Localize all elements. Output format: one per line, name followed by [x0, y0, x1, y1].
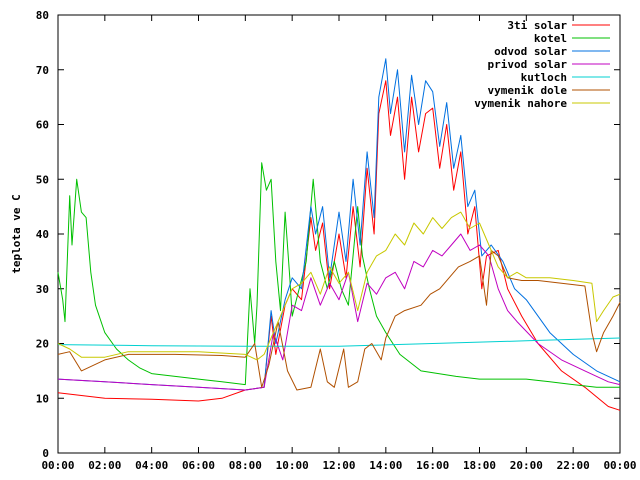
x-tick-label: 02:00 [88, 459, 121, 472]
y-tick-label: 10 [36, 392, 49, 405]
y-tick-label: 70 [36, 64, 49, 77]
y-tick-label: 50 [36, 173, 49, 186]
y-tick-label: 30 [36, 283, 49, 296]
y-tick-label: 40 [36, 228, 49, 241]
x-tick-label: 14:00 [369, 459, 402, 472]
y-tick-label: 80 [36, 9, 49, 22]
y-tick-label: 20 [36, 338, 49, 351]
series-line-odvod-solar [57, 58, 621, 391]
legend-label: privod solar [488, 58, 568, 71]
legend-label: vymenik nahore [474, 97, 567, 110]
x-tick-label: 10:00 [276, 459, 309, 472]
legend-label: kotel [534, 32, 567, 45]
y-tick-label: 0 [42, 447, 49, 460]
legend-label: 3ti solar [507, 19, 567, 32]
legend-label: kutloch [521, 71, 567, 84]
series-line-3ti-solar [57, 80, 621, 411]
series-line-vymenik-nahore [57, 211, 621, 361]
x-tick-label: 00:00 [603, 459, 636, 472]
series-line-kotel [57, 162, 620, 388]
x-tick-label: 20:00 [510, 459, 543, 472]
legend-label: odvod solar [494, 45, 567, 58]
series-line-vymenik-dole [57, 249, 621, 391]
y-axis-label: teplota ve C [10, 194, 23, 273]
series-line-kutloch [57, 337, 621, 347]
x-tick-label: 16:00 [416, 459, 449, 472]
x-tick-label: 08:00 [229, 459, 262, 472]
x-tick-label: 12:00 [322, 459, 355, 472]
y-tick-label: 60 [36, 119, 49, 132]
x-tick-label: 18:00 [463, 459, 496, 472]
x-tick-label: 04:00 [135, 459, 168, 472]
series-group [57, 58, 621, 411]
x-tick-label: 06:00 [182, 459, 215, 472]
x-tick-label: 22:00 [557, 459, 590, 472]
legend-label: vymenik dole [488, 84, 568, 97]
axis-ticks: 0 10 20 30 40 50 60 70 80 00:00 02:00 04:00 06:00 08:… [36, 9, 637, 472]
x-tick-label: 00:00 [41, 459, 74, 472]
